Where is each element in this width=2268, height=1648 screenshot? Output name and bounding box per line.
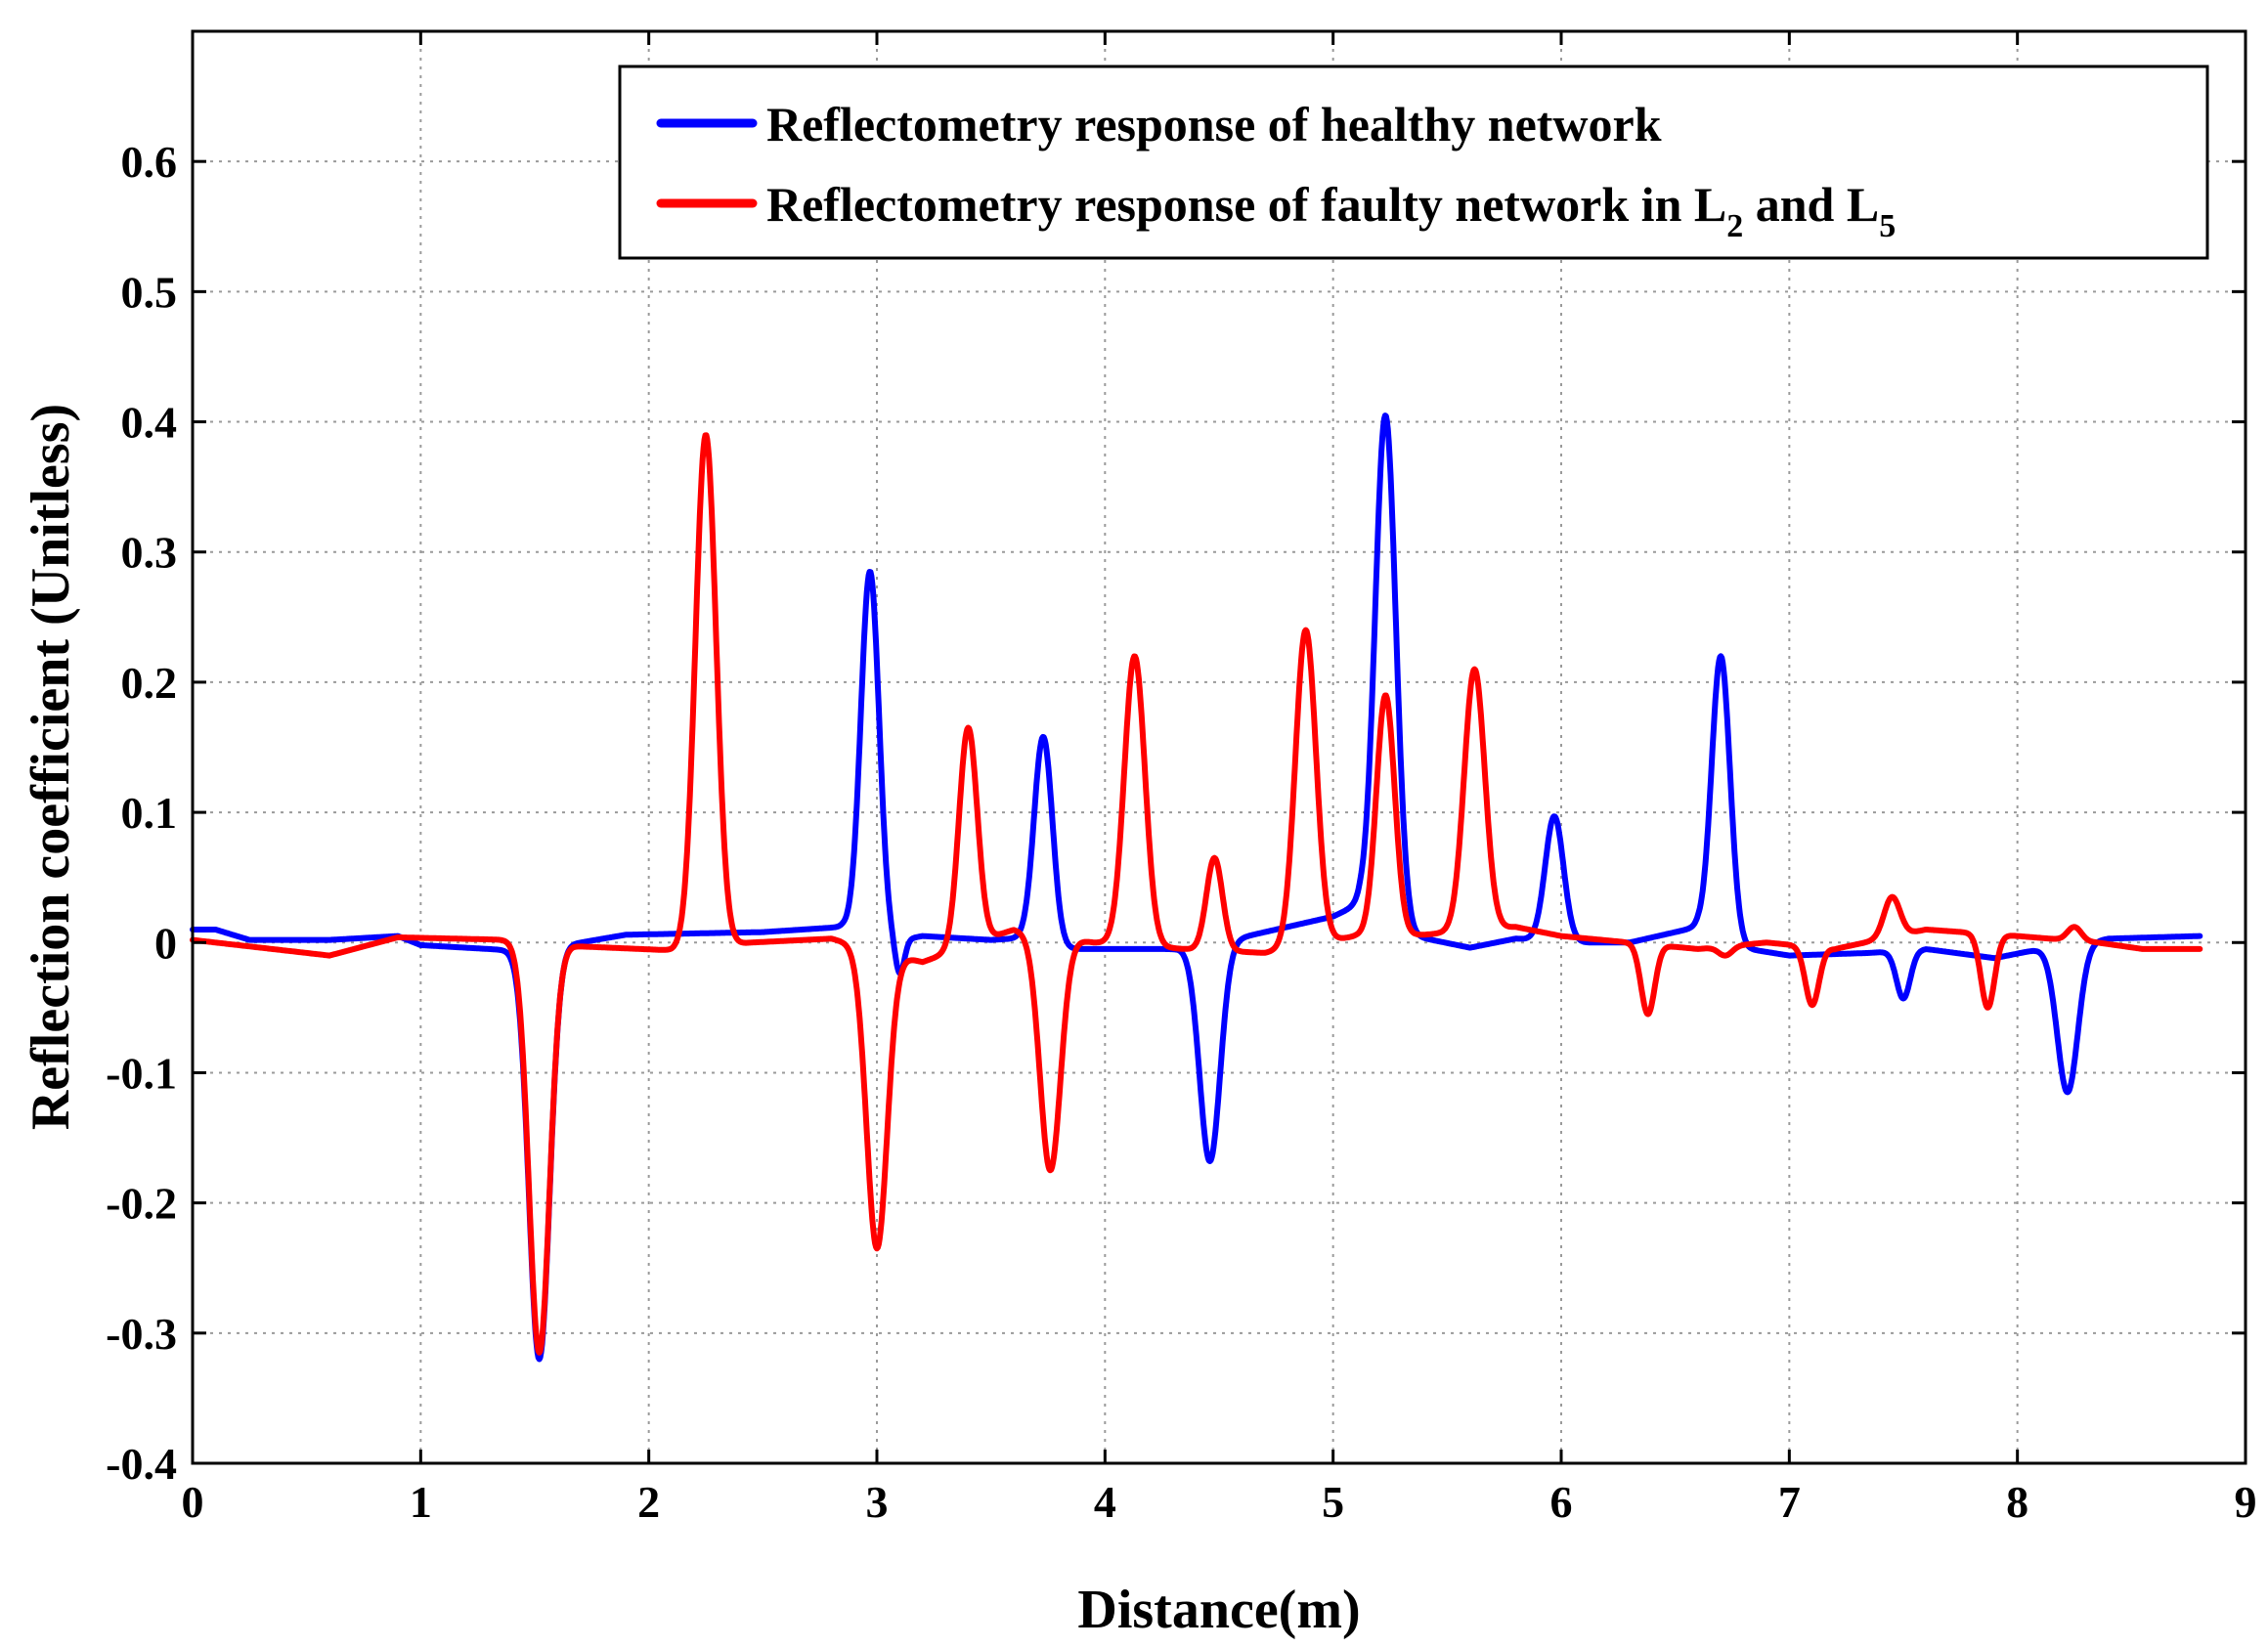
y-tick-label: -0.3 xyxy=(106,1309,177,1359)
x-tick-label: 2 xyxy=(637,1477,660,1527)
legend-label-healthy: Reflectometry response of healthy networ… xyxy=(766,97,1662,152)
axis-ticks xyxy=(191,31,2247,1465)
tick-labels: 0 1 2 3 4 5 6 7 8 9 -0.4 -0.3 -0.2 -0.1 0 0.1 0.2 0.3 0.4 0… xyxy=(106,137,2256,1527)
y-tick-label: 0.2 xyxy=(121,658,178,708)
y-tick-label: 0.6 xyxy=(121,137,178,187)
plot-frame xyxy=(191,29,2247,1465)
legend: Reflectometry response of healthy networ… xyxy=(618,65,2209,260)
x-tick-label: 9 xyxy=(2235,1477,2257,1527)
legend-box xyxy=(618,65,2209,260)
y-tick-label: 0.3 xyxy=(121,528,178,578)
y-tick-label: -0.2 xyxy=(106,1179,177,1229)
legend-label-faulty: Reflectometry response of faulty network… xyxy=(766,177,1896,244)
x-axis-title: Distance(m) xyxy=(1077,1580,1360,1640)
y-tick-label: -0.1 xyxy=(106,1048,177,1098)
legend-faulty-main: Reflectometry response of faulty network… xyxy=(766,177,1726,232)
legend-faulty-mid: and L xyxy=(1743,177,1879,232)
x-tick-label: 5 xyxy=(1322,1477,1344,1527)
legend-faulty-subscript-2: 5 xyxy=(1879,208,1896,244)
x-tick-label: 8 xyxy=(2006,1477,2028,1527)
series-line-faulty xyxy=(190,432,2203,1356)
x-tick-label: 3 xyxy=(866,1477,889,1527)
y-axis-title: Reflection coefficient (Unitless) xyxy=(21,404,81,1130)
y-tick-label: 0.1 xyxy=(121,788,178,838)
y-tick-label: -0.4 xyxy=(106,1439,177,1489)
series-layer xyxy=(190,412,2203,1363)
x-tick-label: 7 xyxy=(1778,1477,1801,1527)
x-tick-label: 6 xyxy=(1550,1477,1573,1527)
y-tick-label: 0.5 xyxy=(121,267,178,317)
grid-lines xyxy=(193,31,2246,1463)
y-tick-label: 0.4 xyxy=(121,398,178,448)
x-tick-label: 4 xyxy=(1094,1477,1116,1527)
x-tick-label: 0 xyxy=(182,1477,204,1527)
x-tick-label: 1 xyxy=(410,1477,432,1527)
y-tick-label: 0 xyxy=(154,918,177,968)
legend-faulty-subscript-1: 2 xyxy=(1726,208,1743,244)
